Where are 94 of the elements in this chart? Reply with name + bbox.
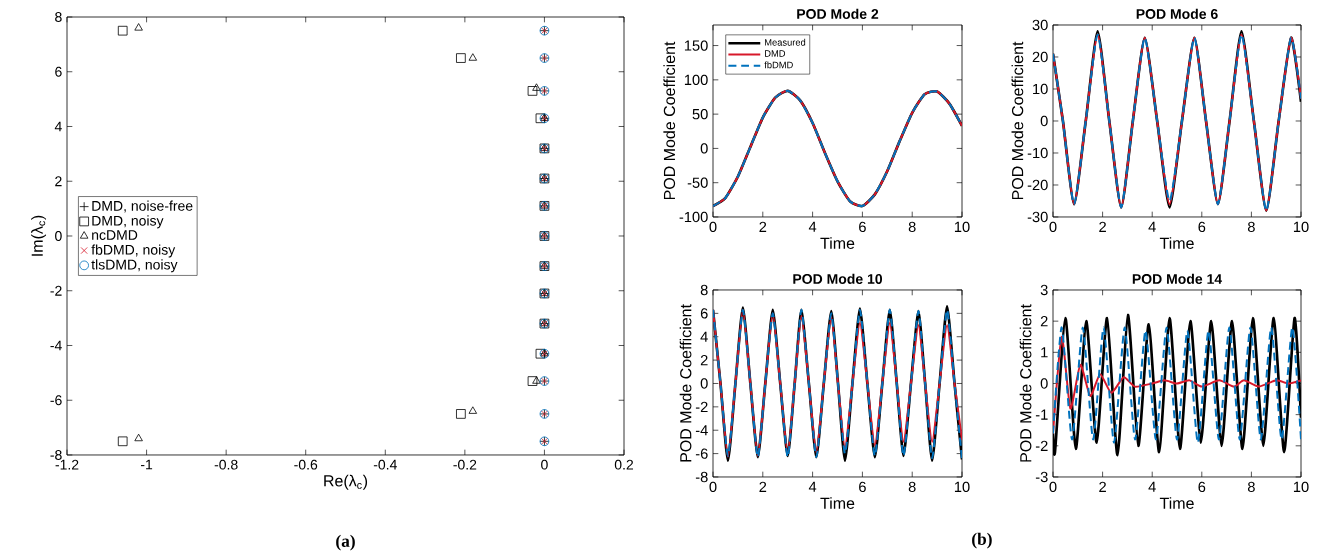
x-tick-label: 2 [1099,481,1106,492]
y-axis-title: POD Mode Coefficient [679,304,692,462]
legend-label: DMD, noisy [92,215,164,229]
x-tick-label: 2 [759,221,767,232]
x-tick-label: 10 [1293,221,1309,233]
legend-label: Measured [765,38,806,46]
y-tick-label: 3 [1040,284,1048,296]
x-tick-label: -0.4 [373,459,397,470]
y-tick-label: 2 [1040,316,1048,327]
legend-label: DMD [765,50,786,57]
x-tick-label: 4 [1148,481,1156,492]
y-tick-label: 1 [1041,347,1048,358]
y-tick-label: 2 [700,355,708,366]
y-axis-title: Im(λ$_{c}$) [31,215,47,256]
x-tick-label: 6 [1198,221,1206,233]
y-tick-label: 4 [700,331,708,342]
y-tick-label: -4 [50,340,62,351]
y-tick-label: 8 [700,284,708,296]
y-axis-title: POD Mode Coefficient [1019,304,1032,462]
x-axis-title: Time [1159,497,1194,509]
y-tick-label: -2 [50,285,62,296]
y-tick-label: -4 [695,425,708,436]
y-tick-label: -30 [1027,211,1048,223]
y-tick-label: -8 [50,450,62,460]
chart-title: POD Mode 2 [797,8,879,19]
x-axis-title: Time [820,497,855,509]
text: (b) [972,532,992,549]
x-tick-label: 8 [1247,481,1255,493]
y-tick-label: 20 [1032,51,1048,63]
y-tick-label: 30 [1032,19,1048,31]
x-tick-label: 2 [1099,221,1106,232]
x-tick-label: 0 [1049,481,1057,493]
y-tick-label: -8 [695,471,708,483]
x-axis-title: Re(λ$_{c}$) [324,474,368,490]
y-tick-label: 50 [692,108,708,120]
x-tick-label: -1.2 [55,459,79,470]
y-tick-label: 0 [55,231,62,241]
x-tick-label: -1 [140,459,153,470]
y-tick-label: -2 [1035,440,1048,451]
y-tick-label: -6 [695,448,708,459]
legend-label: tlsDMD, noisy [91,259,178,273]
x-tick-label: 8 [1247,221,1255,233]
x-tick-label: 0.2 [614,459,634,470]
y-tick-label: 6 [700,308,708,319]
x-tick-label: -0.8 [214,459,238,470]
y-tick-label: -3 [1035,471,1048,483]
x-tick-label: 4 [808,221,817,232]
y-tick-label: 100 [684,74,708,86]
text: (a) [336,534,355,551]
y-axis-title: POD Mode Coefficient [1011,41,1024,200]
y-tick-label: 10 [1033,83,1048,95]
y-tick-label: -2 [695,401,708,412]
y-tick-label: 0 [1040,115,1048,127]
y-tick-label: -100 [679,211,708,223]
legend-label: DMD, noise-free [92,200,193,213]
x-tick-label: 10 [1293,481,1309,493]
x-tick-label: -0.2 [453,459,477,470]
x-tick-label: 0 [541,459,548,470]
x-axis-title: Time [820,237,855,249]
y-tick-label: -50 [687,177,708,188]
y-tick-label: -20 [1027,179,1048,191]
y-tick-label: 0 [700,378,708,389]
x-tick-label: 2 [759,481,767,492]
y-tick-label: -1 [1035,409,1048,420]
x-tick-label: 0 [1049,221,1057,233]
x-tick-label: 0 [709,481,717,493]
chart-title: POD Mode 14 [1132,273,1223,284]
x-tick-label: 8 [908,481,916,493]
legend-label: fbDMD, noisy [91,244,176,258]
x-tick-label: 6 [859,221,866,233]
x-tick-label: -0.6 [294,459,318,470]
x-tick-label: 4 [1148,221,1156,232]
x-tick-label: 10 [954,481,970,493]
x-tick-label: 6 [1198,481,1206,493]
legend-label: fbDMD [764,61,793,69]
y-tick-label: 4 [54,121,62,132]
chart-title: POD Mode 10 [793,273,883,284]
y-tick-label: 8 [55,12,62,22]
x-tick-label: 0 [709,221,717,233]
y-tick-label: 150 [684,40,708,51]
chart-title: POD Mode 6 [1136,8,1218,19]
x-axis-title: Time [1159,237,1194,249]
y-tick-label: 6 [55,66,62,77]
y-tick-label: 0 [700,143,708,154]
y-tick-label: -10 [1027,147,1048,159]
x-tick-label: 6 [859,481,866,493]
y-tick-label: 2 [55,176,62,187]
y-tick-label: -6 [50,395,62,406]
x-tick-label: 4 [808,481,817,492]
y-tick-label: 0 [1040,378,1048,389]
x-tick-label: 10 [954,221,970,233]
y-axis-title: POD Mode Coefficient [663,41,676,200]
x-tick-label: 8 [908,221,916,233]
legend-label: ncDMD [92,230,138,240]
